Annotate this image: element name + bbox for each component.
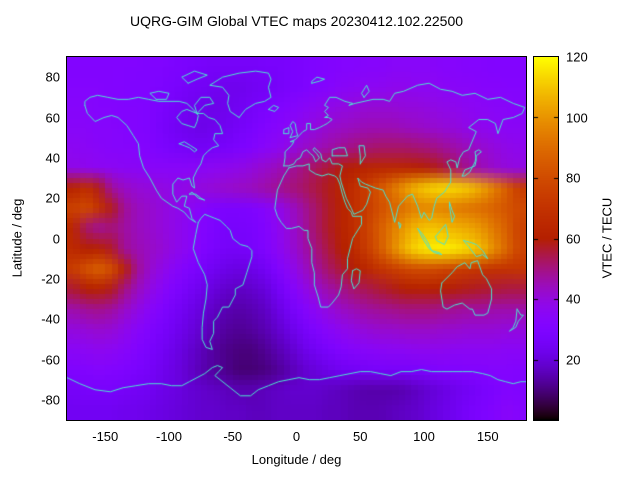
colorbar-tick-label: 40: [566, 291, 581, 307]
x-tick-label: 0: [292, 429, 301, 444]
x-tick-label: -50: [223, 429, 243, 444]
chart-title: UQRG-GIM Global VTEC maps 20230412.102.2…: [129, 13, 464, 29]
y-tick-label: 40: [45, 150, 60, 166]
y-tick-label: -20: [41, 271, 60, 287]
colorbar-tick-label: 100: [566, 110, 588, 125]
colorbar-tick-label: 20: [566, 352, 581, 367]
x-tick-label: 50: [353, 429, 368, 444]
y-tick-label: -40: [41, 311, 60, 327]
y-tick-label: 0: [52, 231, 60, 246]
x-axis-label: Longitude / deg: [251, 452, 342, 467]
x-tick-label: -150: [92, 429, 119, 444]
heatmap-canvas: [66, 56, 527, 421]
y-tick-label: -60: [41, 352, 60, 367]
colorbar-label: VTEC / TECU: [599, 197, 615, 279]
y-tick-label: 60: [45, 110, 60, 125]
y-axis-label: Latitude / deg: [9, 198, 25, 278]
y-tick-label: 80: [45, 69, 60, 85]
y-tick-label: -80: [41, 392, 60, 408]
colorbar-tick-label: 60: [566, 231, 581, 246]
colorbar-canvas: [533, 56, 559, 421]
y-tick-label: 20: [45, 190, 60, 206]
x-tick-label: 150: [476, 429, 499, 444]
colorbar-tick-label: 120: [566, 49, 588, 65]
x-tick-label: -100: [155, 429, 183, 444]
x-tick-label: 100: [413, 429, 435, 444]
colorbar-tick-label: 80: [566, 170, 581, 186]
